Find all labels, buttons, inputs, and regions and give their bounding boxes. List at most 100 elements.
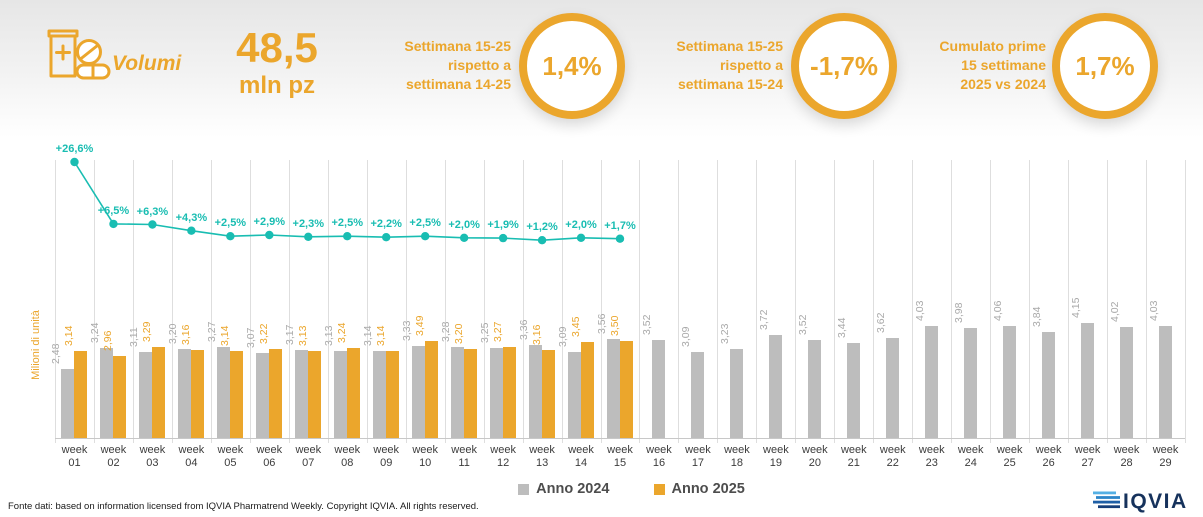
- bar-anno-2025: [347, 348, 361, 438]
- grid-line: [1185, 160, 1186, 443]
- source-note: Fonte dati: based on information license…: [8, 501, 479, 512]
- week-label: week 01: [61, 444, 88, 469]
- legend-item-anno-2024: Anno 2024: [518, 481, 610, 497]
- bar-value-label-2025: 3,49: [413, 315, 426, 336]
- bar-value-label-2024: 4,06: [991, 300, 1004, 321]
- bar-anno-2024: [964, 328, 978, 438]
- bar-value-label-2024: 3,72: [757, 309, 770, 330]
- pills-icon: [47, 29, 111, 80]
- kpi-3-value-circle: 1,7%: [1052, 13, 1158, 119]
- bar-value-label-2025: 3,27: [491, 321, 504, 342]
- grid-line: [561, 160, 563, 443]
- bar-anno-2024: [178, 349, 192, 438]
- bar-value-label-2024: 3,11: [127, 327, 140, 347]
- bar-anno-2024: [217, 347, 231, 438]
- bar-value-label-2024: 4,03: [1147, 300, 1160, 321]
- bar-anno-2024: [1159, 326, 1173, 438]
- kpi-2-label-line2: rispetto a: [719, 57, 783, 73]
- bar-anno-2024: [808, 340, 822, 438]
- week-label: week 27: [1074, 444, 1101, 469]
- bar-value-label-2024: 3,09: [556, 326, 569, 347]
- week-label: week 13: [529, 444, 555, 469]
- week-label: week 18: [724, 444, 750, 469]
- bar-value-label-2025: 3,50: [608, 315, 621, 336]
- week-label: week 09: [373, 444, 400, 469]
- bar-value-label-2025: 2,96: [101, 330, 114, 351]
- legend-item-anno-2025: Anno 2025: [653, 481, 745, 497]
- trend-point: [537, 236, 547, 245]
- bar-value-label-2025: 3,16: [179, 324, 192, 345]
- bar-value-label-2024: 3,62: [874, 312, 887, 333]
- bar-anno-2025: [464, 349, 478, 438]
- bar-anno-2024: [295, 350, 309, 438]
- week-label: week 03: [139, 444, 166, 469]
- kpi-2-value: -1,7%: [810, 50, 878, 81]
- bar-value-label-2024: 4,02: [1108, 301, 1121, 322]
- kpi-3-value: 1,7%: [1075, 50, 1135, 81]
- kpi-1-value: 1,4%: [542, 50, 602, 81]
- bar-anno-2024: [886, 338, 900, 438]
- x-axis-line: [55, 438, 1185, 439]
- bar-anno-2025: [542, 350, 556, 438]
- bar-anno-2025: [230, 351, 244, 438]
- week-label: week 07: [295, 444, 322, 469]
- week-label: week 12: [490, 444, 516, 469]
- week-label: week 21: [840, 444, 867, 469]
- bar-anno-2024: [334, 351, 348, 438]
- trend-point: [109, 219, 118, 229]
- bar-value-label-2025: 3,14: [62, 325, 75, 346]
- bar-value-label-2024: 3,84: [1030, 306, 1043, 327]
- grid-line: [678, 160, 680, 443]
- bar-anno-2024: [100, 348, 114, 438]
- bar-value-label-2024: 3,17: [283, 324, 296, 345]
- week-label: week 20: [802, 444, 828, 469]
- week-label: week 14: [568, 444, 594, 469]
- bar-value-label-2024: 3,09: [679, 326, 692, 347]
- legend-label-2024: Anno 2024: [536, 481, 610, 497]
- grid-line: [1107, 160, 1109, 443]
- grid-line: [717, 160, 719, 443]
- grid-line: [405, 160, 407, 443]
- week-label: week 24: [957, 444, 984, 469]
- grid-line: [249, 160, 251, 443]
- kpi-3-label-line2: 15 settimane: [961, 57, 1046, 73]
- trend-point: [420, 232, 430, 241]
- week-label: week 02: [100, 444, 127, 469]
- week-label: week 04: [178, 444, 205, 469]
- grid-line: [795, 160, 797, 443]
- bar-value-label-2025: 3,14: [374, 325, 387, 346]
- bar-anno-2024: [730, 349, 744, 438]
- iqvia-logo-text: IQVIA: [1123, 490, 1188, 513]
- trend-point: [576, 233, 586, 242]
- legend-label-2025: Anno 2025: [671, 481, 745, 497]
- bar-anno-2024: [769, 335, 783, 438]
- week-label: week 15: [607, 444, 633, 469]
- kpi-3-label-line1: Cumulato prime: [939, 38, 1046, 54]
- bar-anno-2024: [490, 348, 504, 438]
- bar-value-label-2024: 3,14: [361, 325, 374, 346]
- trend-point: [382, 233, 391, 242]
- grid-line: [171, 160, 173, 443]
- bar-anno-2025: [386, 351, 400, 438]
- grid-line: [288, 160, 290, 443]
- bar-value-label-2025: 3,22: [257, 323, 270, 344]
- week-label: week 05: [217, 444, 244, 469]
- bar-value-label-2025: 3,20: [452, 323, 465, 344]
- legend-swatch-2024: [518, 483, 530, 495]
- total-volume-value: 48,5: [236, 24, 318, 71]
- bar-value-label-2024: 3,07: [244, 327, 257, 348]
- grid-line: [327, 160, 329, 443]
- trend-point: [265, 230, 274, 240]
- grid-line: [639, 160, 641, 443]
- bar-value-label-2024: 3,24: [88, 322, 101, 343]
- week-label: week 11: [451, 444, 477, 469]
- kpi-2-label-line3: settimana 15-24: [677, 76, 783, 92]
- week-label: week 22: [879, 444, 906, 469]
- week-label: week 28: [1113, 444, 1140, 469]
- grid-line: [990, 160, 992, 443]
- week-label: week 29: [1152, 444, 1179, 469]
- grid-line: [600, 160, 602, 443]
- kpi-2-label-line1: Settimana 15-25: [676, 38, 783, 54]
- bar-value-label-2024: 4,03: [913, 300, 926, 321]
- bar-value-label-2025: 3,45: [569, 316, 582, 337]
